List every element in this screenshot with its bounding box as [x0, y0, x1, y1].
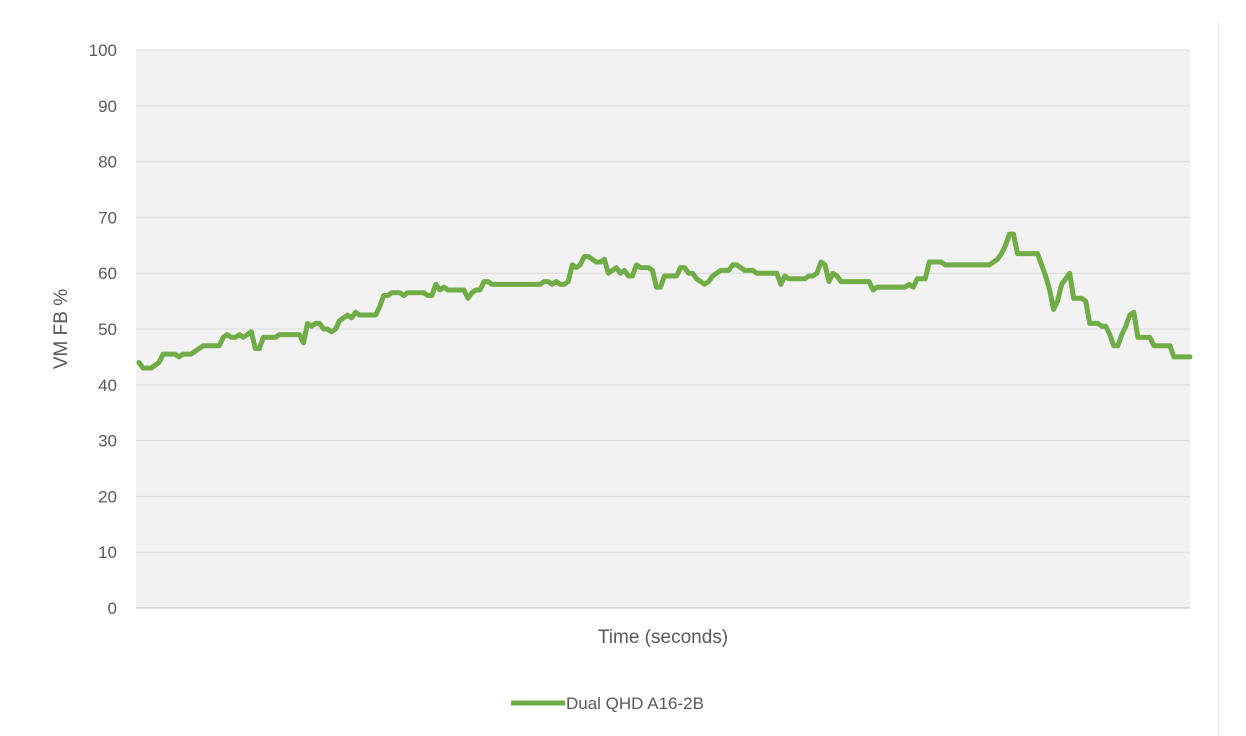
y-tick-label-100: 100: [89, 41, 117, 60]
legend: Dual QHD A16-2B: [511, 694, 704, 713]
series-line-0: [136, 231, 1193, 371]
y-tick-label-90: 90: [98, 97, 117, 116]
x-axis-title: Time (seconds): [598, 627, 728, 648]
series-lines: [136, 231, 1193, 371]
y-axis-title: VM FB %: [51, 289, 72, 369]
y-tick-label-60: 60: [98, 264, 117, 283]
y-tick-label-50: 50: [98, 320, 117, 339]
y-tick-label-10: 10: [98, 543, 117, 562]
y-tick-label-20: 20: [98, 487, 117, 506]
y-tick-label-40: 40: [98, 376, 117, 395]
right-border-line: [1218, 22, 1219, 736]
gridlines: [136, 49, 1190, 553]
y-tick-label-0: 0: [108, 599, 117, 618]
y-tick-label-30: 30: [98, 432, 117, 451]
y-tick-label-80: 80: [98, 153, 117, 172]
y-axis-tick-labels: 0 10 20 30 40 50 60 70 80 90 100: [89, 41, 117, 618]
legend-label-dual-qhd: Dual QHD A16-2B: [566, 694, 704, 713]
y-tick-label-70: 70: [98, 208, 117, 227]
